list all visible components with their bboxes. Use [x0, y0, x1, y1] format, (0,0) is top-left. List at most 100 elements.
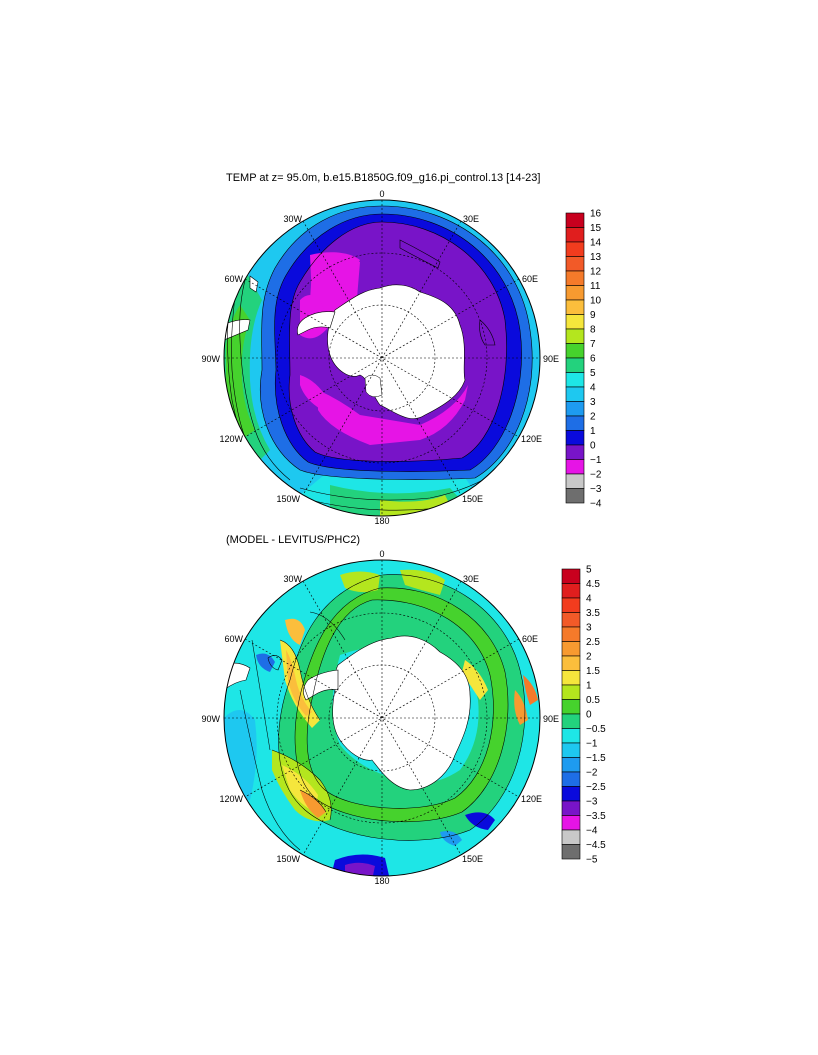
colorbar-swatch: [565, 299, 585, 315]
colorbar-swatch: [561, 583, 581, 599]
colorbar-label: 2: [586, 652, 592, 663]
colorbar-label: 2: [590, 412, 596, 423]
colorbar-label: 0: [586, 710, 592, 721]
colorbar-label: −5: [586, 855, 598, 866]
panel1-lon-120e: 120E: [521, 434, 542, 444]
colorbar-swatch: [565, 314, 585, 330]
colorbar-swatch: [561, 699, 581, 715]
colorbar-label: 2.5: [586, 637, 600, 648]
colorbar-label: 7: [590, 339, 596, 350]
colorbar-label: 10: [590, 296, 602, 307]
colorbar-swatch: [561, 655, 581, 671]
panel2-lon-120w: 120W: [219, 794, 243, 804]
panel1-lon-180: 180: [374, 516, 389, 526]
colorbar-swatch: [561, 626, 581, 642]
panel2-lon-60w: 60W: [224, 634, 243, 644]
panel1-temperature-fill: [224, 200, 540, 516]
panel2-lon-150e: 150E: [462, 854, 483, 864]
colorbar-label: −2: [586, 768, 598, 779]
colorbar-label: 15: [590, 223, 602, 234]
panel2-lon-90w: 90W: [201, 714, 220, 724]
colorbar-swatch: [565, 270, 585, 286]
panel1-lon-60w: 60W: [224, 274, 243, 284]
colorbar-swatch: [561, 568, 581, 584]
colorbar-label: 8: [590, 325, 596, 336]
colorbar-swatch: [565, 430, 585, 446]
colorbar-swatch: [561, 815, 581, 831]
colorbar-swatch: [565, 401, 585, 417]
colorbar-swatch: [561, 641, 581, 657]
colorbar-label: 12: [590, 267, 602, 278]
colorbar-swatch: [565, 473, 585, 489]
colorbar-label: −4.5: [586, 840, 606, 851]
colorbar-label: 14: [590, 238, 602, 249]
colorbar-swatch: [561, 771, 581, 787]
panel1-lon-150w: 150W: [276, 494, 300, 504]
colorbar-swatch: [561, 742, 581, 758]
colorbar-swatch: [561, 670, 581, 686]
colorbar-swatch: [565, 285, 585, 301]
panel2-lon-30e: 30E: [463, 574, 479, 584]
panel1-lon-90e: 90E: [543, 354, 559, 364]
colorbar-swatch: [561, 713, 581, 729]
panel1-lon-120w: 120W: [219, 434, 243, 444]
colorbar-swatch: [561, 829, 581, 845]
colorbar-label: 5: [590, 368, 596, 379]
colorbar-label: 11: [590, 281, 601, 292]
colorbar-label: −1: [586, 739, 598, 750]
colorbar-swatch: [565, 444, 585, 460]
colorbar-swatch: [565, 227, 585, 243]
colorbar-label: −2.5: [586, 782, 606, 793]
colorbar-swatch: [565, 328, 585, 344]
panel2-lon-120e: 120E: [521, 794, 542, 804]
colorbar-swatch: [561, 612, 581, 628]
colorbar-swatch: [565, 488, 585, 504]
colorbar-swatch: [561, 786, 581, 802]
colorbar-label: 1: [586, 681, 592, 692]
colorbar-swatch: [561, 728, 581, 744]
colorbar-swatch: [565, 256, 585, 272]
panel1-graticule: [224, 200, 540, 516]
colorbar-label: −3: [586, 797, 598, 808]
colorbar-label: −0.5: [586, 724, 606, 735]
colorbar-swatch: [561, 757, 581, 773]
colorbar-swatch: [561, 844, 581, 860]
colorbar-label: 1: [590, 426, 596, 437]
colorbar-label: −1.5: [586, 753, 606, 764]
panel1-lon-0: 0: [379, 189, 384, 199]
colorbar-swatch: [565, 415, 585, 431]
panel2-lon-150w: 150W: [276, 854, 300, 864]
colorbar-swatch: [561, 684, 581, 700]
colorbar-label: 3.5: [586, 608, 600, 619]
panel2-border: [223, 559, 541, 877]
panel2-lon-30w: 30W: [283, 574, 302, 584]
panel1-title: TEMP at z= 95.0m, b.e15.B1850G.f09_g16.p…: [226, 172, 541, 184]
panel2-graticule: [224, 560, 540, 876]
panel1-lon-60e: 60E: [522, 274, 538, 284]
colorbar-label: 16: [590, 209, 602, 220]
panel2-lon-60e: 60E: [522, 634, 538, 644]
colorbar-swatch: [565, 357, 585, 373]
colorbar-label: 4.5: [586, 579, 600, 590]
colorbar-swatch: [565, 386, 585, 402]
panel1-lon-30e: 30E: [463, 214, 479, 224]
colorbar-swatch: [561, 597, 581, 613]
colorbar-label: −3.5: [586, 811, 606, 822]
colorbar-label: 0: [590, 441, 596, 452]
panel2-title: (MODEL - LEVITUS/PHC2): [226, 534, 361, 546]
colorbar-swatch: [565, 212, 585, 228]
colorbar-swatch: [565, 241, 585, 257]
colorbar-label: 9: [590, 310, 596, 321]
colorbar-label: 0.5: [586, 695, 600, 706]
panel2-lon-180: 180: [374, 876, 389, 886]
colorbar-label: −1: [590, 455, 602, 466]
panel2-lon-0: 0: [379, 549, 384, 559]
colorbar-label: −4: [590, 499, 602, 510]
colorbar-label: 3: [586, 623, 592, 634]
colorbar-label: 3: [590, 397, 596, 408]
panel1-border: [223, 199, 541, 517]
colorbar-swatch: [565, 343, 585, 359]
colorbar-label: −2: [590, 470, 602, 481]
